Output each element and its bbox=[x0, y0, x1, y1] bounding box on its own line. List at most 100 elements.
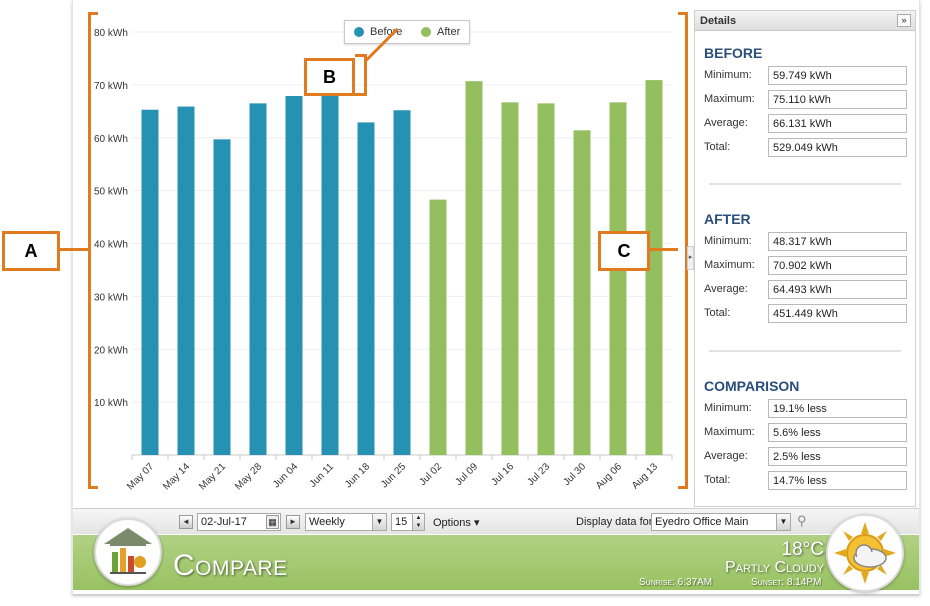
interval-value: Weekly bbox=[309, 516, 345, 528]
weather-condition: Partly Cloudy bbox=[724, 559, 824, 576]
chevron-down-icon: ▼ bbox=[372, 514, 386, 530]
compare-app-logo-icon bbox=[94, 518, 162, 586]
y-tick-label: 20 kWh bbox=[94, 345, 128, 356]
bar-after-jul-30[interactable] bbox=[573, 130, 591, 455]
bar-before-may-14[interactable] bbox=[177, 106, 195, 456]
sunrise-time: Sunrise: 6:37AM bbox=[639, 577, 713, 588]
weekly-energy-bar-chart: 10 kWh 20 kWh 30 kWh 40 kWh 50 kWh 60 kWh 70 k… bbox=[94, 28, 673, 492]
after-minimum-field[interactable]: 48.317 kWh bbox=[768, 232, 907, 251]
legend-dot-before-icon bbox=[354, 27, 364, 37]
location-value: Eyedro Office Main bbox=[655, 516, 749, 528]
location-select[interactable]: Eyedro Office Main ▼ bbox=[651, 513, 791, 531]
details-title: Details bbox=[700, 15, 737, 27]
sunset-time: Sunset: 8:14PM bbox=[751, 577, 822, 588]
bar-before-may-28[interactable] bbox=[249, 103, 267, 455]
interval-select[interactable]: Weekly ▼ bbox=[305, 513, 387, 531]
x-tick-label: Jun 11 bbox=[308, 461, 337, 490]
y-tick-label: 80 kWh bbox=[94, 28, 128, 39]
before-total-label: Total: bbox=[704, 141, 731, 153]
bar-after-jul-02[interactable] bbox=[429, 199, 447, 455]
after-total-label: Total: bbox=[704, 307, 731, 319]
count-stepper[interactable]: 15 ▲ ▼ bbox=[391, 513, 425, 531]
before-minimum-field[interactable]: 59.749 kWh bbox=[768, 66, 907, 85]
app-title: Compare bbox=[173, 549, 288, 582]
bar-after-aug-06[interactable] bbox=[609, 102, 627, 455]
bar-after-jul-16[interactable] bbox=[501, 102, 519, 455]
after-maximum-field[interactable]: 70.902 kWh bbox=[768, 256, 907, 275]
y-tick-label: 50 kWh bbox=[94, 187, 128, 198]
x-tick-label: Aug 13 bbox=[630, 461, 660, 491]
after-average-field[interactable]: 64.493 kWh bbox=[768, 280, 907, 299]
x-tick-label: Jul 02 bbox=[417, 461, 444, 488]
bar-after-jul-09[interactable] bbox=[465, 81, 483, 455]
bar-before-may-21[interactable] bbox=[213, 139, 231, 455]
legend-label-after: After bbox=[437, 26, 461, 38]
next-date-button[interactable]: ► bbox=[286, 515, 300, 529]
bar-after-aug-13[interactable] bbox=[645, 80, 663, 456]
before-average-field[interactable]: 66.131 kWh bbox=[768, 114, 907, 133]
before-total-field[interactable]: 529.049 kWh bbox=[768, 138, 907, 157]
search-icon[interactable]: ⚲ bbox=[797, 513, 807, 528]
date-value: 02-Jul-17 bbox=[201, 516, 247, 528]
section-divider bbox=[709, 183, 901, 185]
x-tick-label: Jun 18 bbox=[343, 461, 372, 490]
before-maximum-label: Maximum: bbox=[704, 93, 755, 105]
comparison-maximum-field[interactable]: 5.6% less bbox=[768, 423, 907, 442]
section-title-before: BEFORE bbox=[704, 45, 763, 61]
x-tick-label: May 14 bbox=[161, 461, 192, 492]
annotation-connector-c bbox=[650, 248, 678, 251]
x-tick-label: Jun 04 bbox=[271, 461, 300, 490]
before-average-label: Average: bbox=[704, 117, 748, 129]
annotation-connector-a bbox=[60, 248, 88, 251]
y-tick-label: 70 kWh bbox=[94, 81, 128, 92]
options-menu-button[interactable]: Options ▾ bbox=[433, 517, 480, 529]
after-minimum-label: Minimum: bbox=[704, 235, 752, 247]
comparison-average-field[interactable]: 2.5% less bbox=[768, 447, 907, 466]
section-divider bbox=[709, 350, 901, 352]
bar-before-may-07[interactable] bbox=[141, 109, 159, 455]
weather-temperature: 18°C bbox=[781, 539, 824, 560]
annotation-label-b: B bbox=[304, 58, 355, 96]
y-tick-label: 10 kWh bbox=[94, 398, 128, 409]
annotation-label-a: A bbox=[2, 231, 60, 271]
x-tick-label: May 07 bbox=[125, 461, 156, 492]
chevron-down-icon: ▼ bbox=[776, 514, 790, 530]
y-tick-label: 60 kWh bbox=[94, 134, 128, 145]
before-minimum-label: Minimum: bbox=[704, 69, 752, 81]
section-title-after: AFTER bbox=[704, 211, 751, 227]
bar-before-jun-25[interactable] bbox=[393, 110, 411, 455]
bar-before-jun-04[interactable] bbox=[285, 95, 303, 455]
x-tick-label: Jul 09 bbox=[453, 461, 480, 488]
bar-before-jun-18[interactable] bbox=[357, 122, 375, 455]
comparison-total-field[interactable]: 14.7% less bbox=[768, 471, 907, 490]
before-maximum-field[interactable]: 75.110 kWh bbox=[768, 90, 907, 109]
bottom-toolbar: ◄ 02-Jul-17 ▦ ► Weekly ▼ 15 ▲ ▼ Options ▾… bbox=[73, 508, 919, 534]
section-title-comparison: COMPARISON bbox=[704, 378, 800, 394]
count-value: 15 bbox=[395, 516, 408, 528]
display-data-label: Display data for: bbox=[576, 516, 656, 528]
bar-before-jun-11[interactable] bbox=[321, 92, 339, 456]
comparison-minimum-field[interactable]: 19.1% less bbox=[768, 399, 907, 418]
annotation-bracket-c bbox=[678, 12, 688, 489]
x-tick-label: Jul 16 bbox=[489, 461, 516, 488]
x-tick-label: May 28 bbox=[233, 461, 264, 492]
app-footer: Compare 18°C Partly Cloudy Sunrise: 6:37… bbox=[73, 535, 919, 590]
partly-cloudy-weather-icon bbox=[826, 514, 904, 592]
stepper-arrows-icon[interactable]: ▲ ▼ bbox=[412, 514, 424, 530]
y-tick-label: 30 kWh bbox=[94, 292, 128, 303]
annotation-label-c: C bbox=[598, 231, 650, 271]
calendar-icon[interactable]: ▦ bbox=[266, 515, 279, 529]
date-input[interactable]: 02-Jul-17 ▦ bbox=[197, 513, 281, 531]
collapse-details-button[interactable]: » bbox=[897, 14, 911, 27]
details-header: Details » bbox=[695, 11, 915, 31]
after-maximum-label: Maximum: bbox=[704, 259, 755, 271]
y-tick-label: 40 kWh bbox=[94, 240, 128, 251]
details-side-handle[interactable]: ▸ bbox=[687, 246, 694, 270]
bar-after-jul-23[interactable] bbox=[537, 103, 555, 455]
legend-item-after[interactable]: After bbox=[421, 26, 460, 38]
previous-date-button[interactable]: ◄ bbox=[179, 515, 193, 529]
after-average-label: Average: bbox=[704, 283, 748, 295]
x-tick-label: Jul 23 bbox=[525, 461, 552, 488]
after-total-field[interactable]: 451.449 kWh bbox=[768, 304, 907, 323]
